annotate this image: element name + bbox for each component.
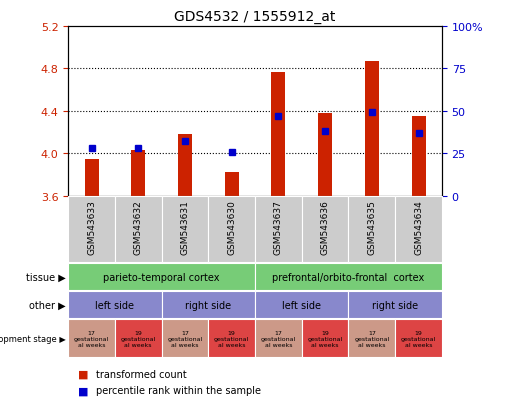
Text: 19
gestational
al weeks: 19 gestational al weeks — [121, 330, 156, 347]
Bar — [162, 320, 209, 357]
Text: right side: right side — [185, 300, 231, 310]
Text: ■: ■ — [78, 369, 89, 379]
Text: 19
gestational
al weeks: 19 gestational al weeks — [214, 330, 249, 347]
Bar — [225, 173, 239, 196]
Bar — [162, 292, 255, 318]
Bar — [255, 196, 302, 262]
Text: transformed count: transformed count — [96, 369, 187, 379]
Bar — [115, 196, 162, 262]
Bar — [271, 72, 285, 196]
Text: tissue ▶: tissue ▶ — [26, 272, 66, 282]
Bar — [302, 196, 348, 262]
Text: 17
gestational
al weeks: 17 gestational al weeks — [74, 330, 109, 347]
Bar — [365, 62, 379, 196]
Bar — [255, 263, 442, 290]
Bar — [255, 292, 348, 318]
Text: GSM543636: GSM543636 — [321, 199, 330, 254]
Text: GSM543635: GSM543635 — [367, 199, 376, 254]
Text: GSM543633: GSM543633 — [87, 199, 96, 254]
Text: right side: right side — [372, 300, 418, 310]
Bar — [348, 196, 395, 262]
Text: left side: left side — [95, 300, 134, 310]
Bar — [302, 320, 348, 357]
Bar — [412, 117, 426, 196]
Bar — [68, 196, 115, 262]
Bar — [68, 263, 255, 290]
Text: GSM543630: GSM543630 — [227, 199, 236, 254]
Text: ■: ■ — [78, 385, 89, 395]
Text: GSM543632: GSM543632 — [134, 199, 143, 254]
Bar — [115, 320, 162, 357]
Text: GSM543634: GSM543634 — [414, 199, 423, 254]
Bar — [162, 196, 209, 262]
Text: percentile rank within the sample: percentile rank within the sample — [96, 385, 261, 395]
Text: other ▶: other ▶ — [29, 300, 66, 310]
Bar — [84, 159, 98, 196]
Bar — [395, 320, 442, 357]
Text: prefrontal/orbito-frontal  cortex: prefrontal/orbito-frontal cortex — [272, 272, 425, 282]
Bar — [208, 196, 255, 262]
Bar — [208, 320, 255, 357]
Text: 19
gestational
al weeks: 19 gestational al weeks — [401, 330, 436, 347]
Bar — [318, 114, 332, 196]
Bar — [131, 151, 145, 196]
Text: 17
gestational
al weeks: 17 gestational al weeks — [167, 330, 203, 347]
Text: left side: left side — [282, 300, 321, 310]
Text: 19
gestational
al weeks: 19 gestational al weeks — [308, 330, 343, 347]
Bar — [68, 292, 162, 318]
Text: GSM543631: GSM543631 — [180, 199, 189, 254]
Bar — [348, 292, 442, 318]
Bar — [348, 320, 395, 357]
Text: parieto-temporal cortex: parieto-temporal cortex — [104, 272, 220, 282]
Text: 17
gestational
al weeks: 17 gestational al weeks — [261, 330, 296, 347]
Title: GDS4532 / 1555912_at: GDS4532 / 1555912_at — [174, 10, 336, 24]
Bar — [255, 320, 302, 357]
Bar — [178, 135, 192, 196]
Bar — [68, 320, 115, 357]
Bar — [395, 196, 442, 262]
Text: GSM543637: GSM543637 — [274, 199, 283, 254]
Text: 17
gestational
al weeks: 17 gestational al weeks — [354, 330, 389, 347]
Text: development stage ▶: development stage ▶ — [0, 334, 66, 343]
